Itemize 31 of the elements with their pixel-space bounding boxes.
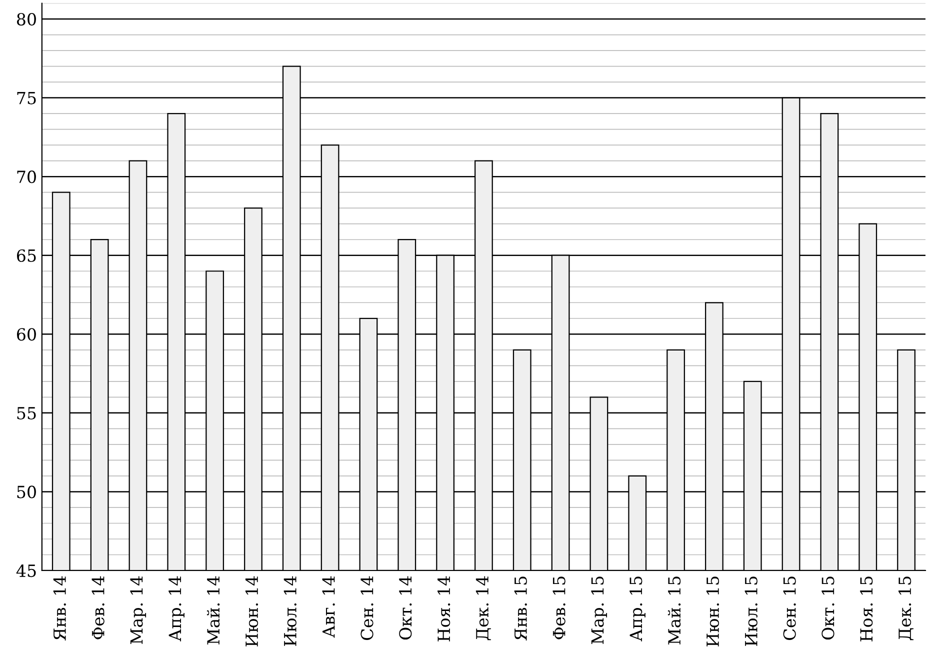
y-tick-label: 70	[17, 170, 36, 184]
x-tick-label: Ноя. 14	[438, 576, 450, 642]
y-tick-label: 50	[17, 486, 36, 498]
y-tick-label: 65	[16, 249, 36, 262]
x-tick-label: Авг. 14	[322, 576, 335, 638]
x-tick-label: Дек. 15	[898, 576, 914, 640]
x-tick-label: Май. 15	[668, 576, 681, 644]
y-tick-label: 45	[16, 564, 36, 578]
x-tick-label: Янв. 15	[514, 576, 527, 641]
x-tick-label: Сен. 15	[783, 576, 796, 640]
x-tick-label: Окт. 15	[822, 576, 834, 640]
y-tick-label: 80	[16, 12, 36, 26]
y-tick-label: 60	[16, 328, 36, 341]
x-tick-label: Мар. 15	[591, 576, 608, 644]
x-tick-label: Фев. 15	[552, 576, 566, 640]
x-tick-label: Фев. 14	[92, 576, 104, 640]
x-tick-label: Дек. 14	[476, 576, 491, 640]
x-tick-label: Июл. 15	[744, 576, 758, 646]
x-tick-label: Янв. 14	[53, 576, 66, 641]
x-tick-label: Апр. 14	[168, 576, 184, 642]
x-tick-label: Июл. 14	[284, 576, 296, 646]
x-tick-label: Мар. 14	[130, 576, 146, 644]
x-tick-label: Апр. 15	[630, 576, 646, 642]
x-tick-label: Окт. 14	[399, 576, 412, 640]
y-tick-label: 75	[17, 92, 36, 104]
y-tick-label: 55	[17, 407, 36, 420]
x-tick-label: Сен. 14	[360, 576, 374, 640]
x-tick-label: Ноя. 15	[860, 576, 873, 642]
x-tick-label: Июн. 14	[245, 576, 258, 646]
x-tick-label: Май. 14	[206, 576, 220, 644]
x-tick-label: Июн. 15	[706, 576, 720, 646]
